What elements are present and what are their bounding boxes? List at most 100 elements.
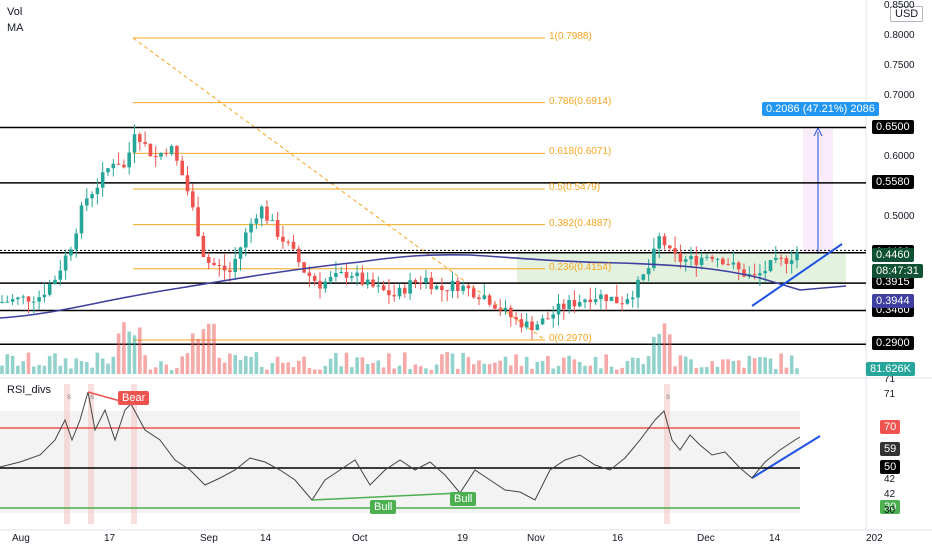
volume-bar: [233, 355, 237, 374]
volume-bar: [509, 365, 513, 374]
volume-bar: [291, 367, 296, 374]
price-axis-tick: 0.6000: [884, 150, 915, 162]
volume-bar: [63, 358, 68, 374]
volume-bar: [514, 354, 518, 374]
candle-body: [540, 318, 545, 325]
volume-bar: [85, 362, 89, 374]
level-price-tag: 0.3915: [872, 275, 914, 290]
volume-bar: [572, 359, 577, 374]
candle-body: [662, 236, 667, 246]
volume-bar: [164, 364, 169, 374]
volume-bar: [673, 366, 677, 374]
rsi-axis-tick: 71: [884, 389, 896, 400]
candle-body: [477, 297, 481, 299]
candle-body: [244, 232, 248, 248]
candle-body: [42, 294, 47, 298]
volume-bar: [0, 365, 4, 374]
volume-bar: [143, 355, 147, 374]
candle-body: [212, 262, 216, 266]
volume-bar: [100, 358, 105, 374]
date-axis-tick: Dec: [697, 533, 715, 544]
candle-body: [408, 280, 412, 294]
volume-bar: [546, 355, 550, 374]
volume-bar: [795, 368, 799, 374]
candle-body: [397, 287, 402, 297]
candle-body: [683, 259, 688, 262]
measure-label: 0.2086 (47.21%) 2086: [762, 102, 879, 116]
candle-body: [381, 285, 386, 291]
candle-body: [37, 297, 41, 302]
volume-bar: [413, 364, 418, 374]
volume-bar: [609, 366, 614, 374]
candle-body: [583, 299, 587, 303]
candle-body: [413, 280, 418, 283]
candle-body: [286, 241, 290, 243]
candle-body: [132, 134, 137, 153]
volume-bar: [721, 359, 725, 374]
candle-body: [466, 285, 471, 289]
candle-body: [318, 280, 322, 289]
candle-body: [233, 258, 237, 272]
volume-bar: [281, 362, 285, 374]
candle-body: [69, 249, 73, 256]
date-axis-tick: 19: [457, 533, 469, 544]
volume-bar: [742, 367, 746, 374]
ma-indicator-label[interactable]: MA: [7, 22, 24, 34]
volume-bar: [297, 360, 301, 374]
volume-bar: [535, 361, 540, 374]
volume-bar: [694, 367, 699, 374]
volume-bar: [344, 352, 349, 374]
candle-body: [694, 255, 699, 265]
candle-body: [768, 260, 773, 272]
candle-body: [795, 252, 799, 261]
volume-bar: [32, 366, 36, 374]
fib-level-label: 0.5(0.5479): [549, 182, 601, 193]
candle-body: [350, 276, 354, 278]
date-axis-tick: 14: [769, 533, 781, 544]
candle-body: [392, 295, 396, 297]
candle-body: [63, 255, 68, 271]
volume-bar: [540, 361, 545, 374]
candle-body: [779, 257, 783, 259]
candle-body: [445, 290, 449, 292]
price-uptrend-line: [751, 243, 843, 307]
candle-body: [153, 156, 158, 158]
candle-body: [615, 296, 619, 304]
volume-bar: [577, 361, 582, 374]
candle-body: [376, 285, 381, 287]
signal-marker-1: s: [67, 392, 71, 401]
volume-bar: [429, 369, 434, 374]
candle-body: [636, 279, 640, 298]
volume-bar: [254, 352, 259, 374]
volume-bar: [615, 369, 619, 374]
volume-bar: [636, 358, 640, 374]
candle-body: [265, 206, 269, 221]
volume-bar: [138, 327, 142, 374]
candle-body: [471, 288, 476, 298]
candle-body: [254, 218, 259, 224]
volume-bar: [705, 367, 709, 374]
candle-body: [148, 143, 153, 157]
volume-bar: [206, 323, 211, 374]
candle-body: [344, 271, 349, 278]
date-axis-tick: 202: [866, 533, 883, 544]
candle-body: [10, 299, 15, 302]
volume-bar: [249, 357, 253, 374]
rsi-indicator-label[interactable]: RSI_divs: [7, 384, 52, 396]
candle-body: [503, 307, 508, 311]
volume-bar: [699, 367, 704, 374]
volume-bar: [79, 361, 84, 374]
volume-bar: [583, 365, 587, 374]
volume-indicator-label[interactable]: Vol: [7, 6, 23, 18]
candle-body: [562, 303, 566, 309]
volume-bar: [652, 336, 656, 374]
candle-body: [270, 220, 275, 222]
volume-bar: [153, 367, 158, 374]
currency-button[interactable]: USD: [890, 6, 924, 22]
volume-bar: [148, 369, 153, 374]
candle-body: [5, 301, 10, 303]
candle-body: [424, 277, 428, 283]
volume-bar: [244, 355, 248, 374]
volume-bar: [646, 356, 651, 374]
